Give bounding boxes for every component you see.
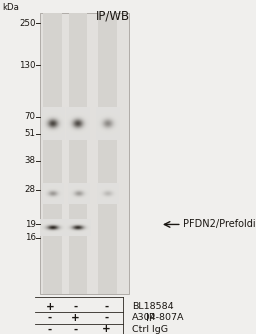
Text: IP: IP — [146, 313, 155, 323]
Text: -: - — [73, 324, 78, 334]
Text: kDa: kDa — [3, 3, 19, 12]
Text: IP/WB: IP/WB — [95, 9, 130, 22]
Text: 16: 16 — [25, 233, 36, 242]
Text: 130: 130 — [19, 61, 36, 69]
Text: -: - — [48, 324, 52, 334]
Text: -: - — [104, 302, 108, 312]
Text: A304-807A: A304-807A — [132, 314, 184, 322]
Bar — [98, 13, 117, 294]
Text: 19: 19 — [25, 220, 36, 229]
Text: Ctrl IgG: Ctrl IgG — [132, 325, 168, 334]
Text: -: - — [104, 313, 108, 323]
Text: +: + — [102, 324, 111, 334]
Bar — [69, 13, 87, 294]
Text: 28: 28 — [25, 185, 36, 194]
Text: 250: 250 — [19, 19, 36, 28]
Bar — [40, 13, 129, 294]
Text: 38: 38 — [25, 157, 36, 165]
Text: -: - — [48, 313, 52, 323]
Text: BL18584: BL18584 — [132, 302, 174, 311]
Text: PFDN2/Prefoldin 2: PFDN2/Prefoldin 2 — [183, 219, 256, 229]
Text: -: - — [73, 302, 78, 312]
Bar — [43, 13, 62, 294]
Text: +: + — [46, 302, 54, 312]
Text: 51: 51 — [25, 129, 36, 138]
Text: +: + — [71, 313, 80, 323]
Text: 70: 70 — [25, 113, 36, 121]
